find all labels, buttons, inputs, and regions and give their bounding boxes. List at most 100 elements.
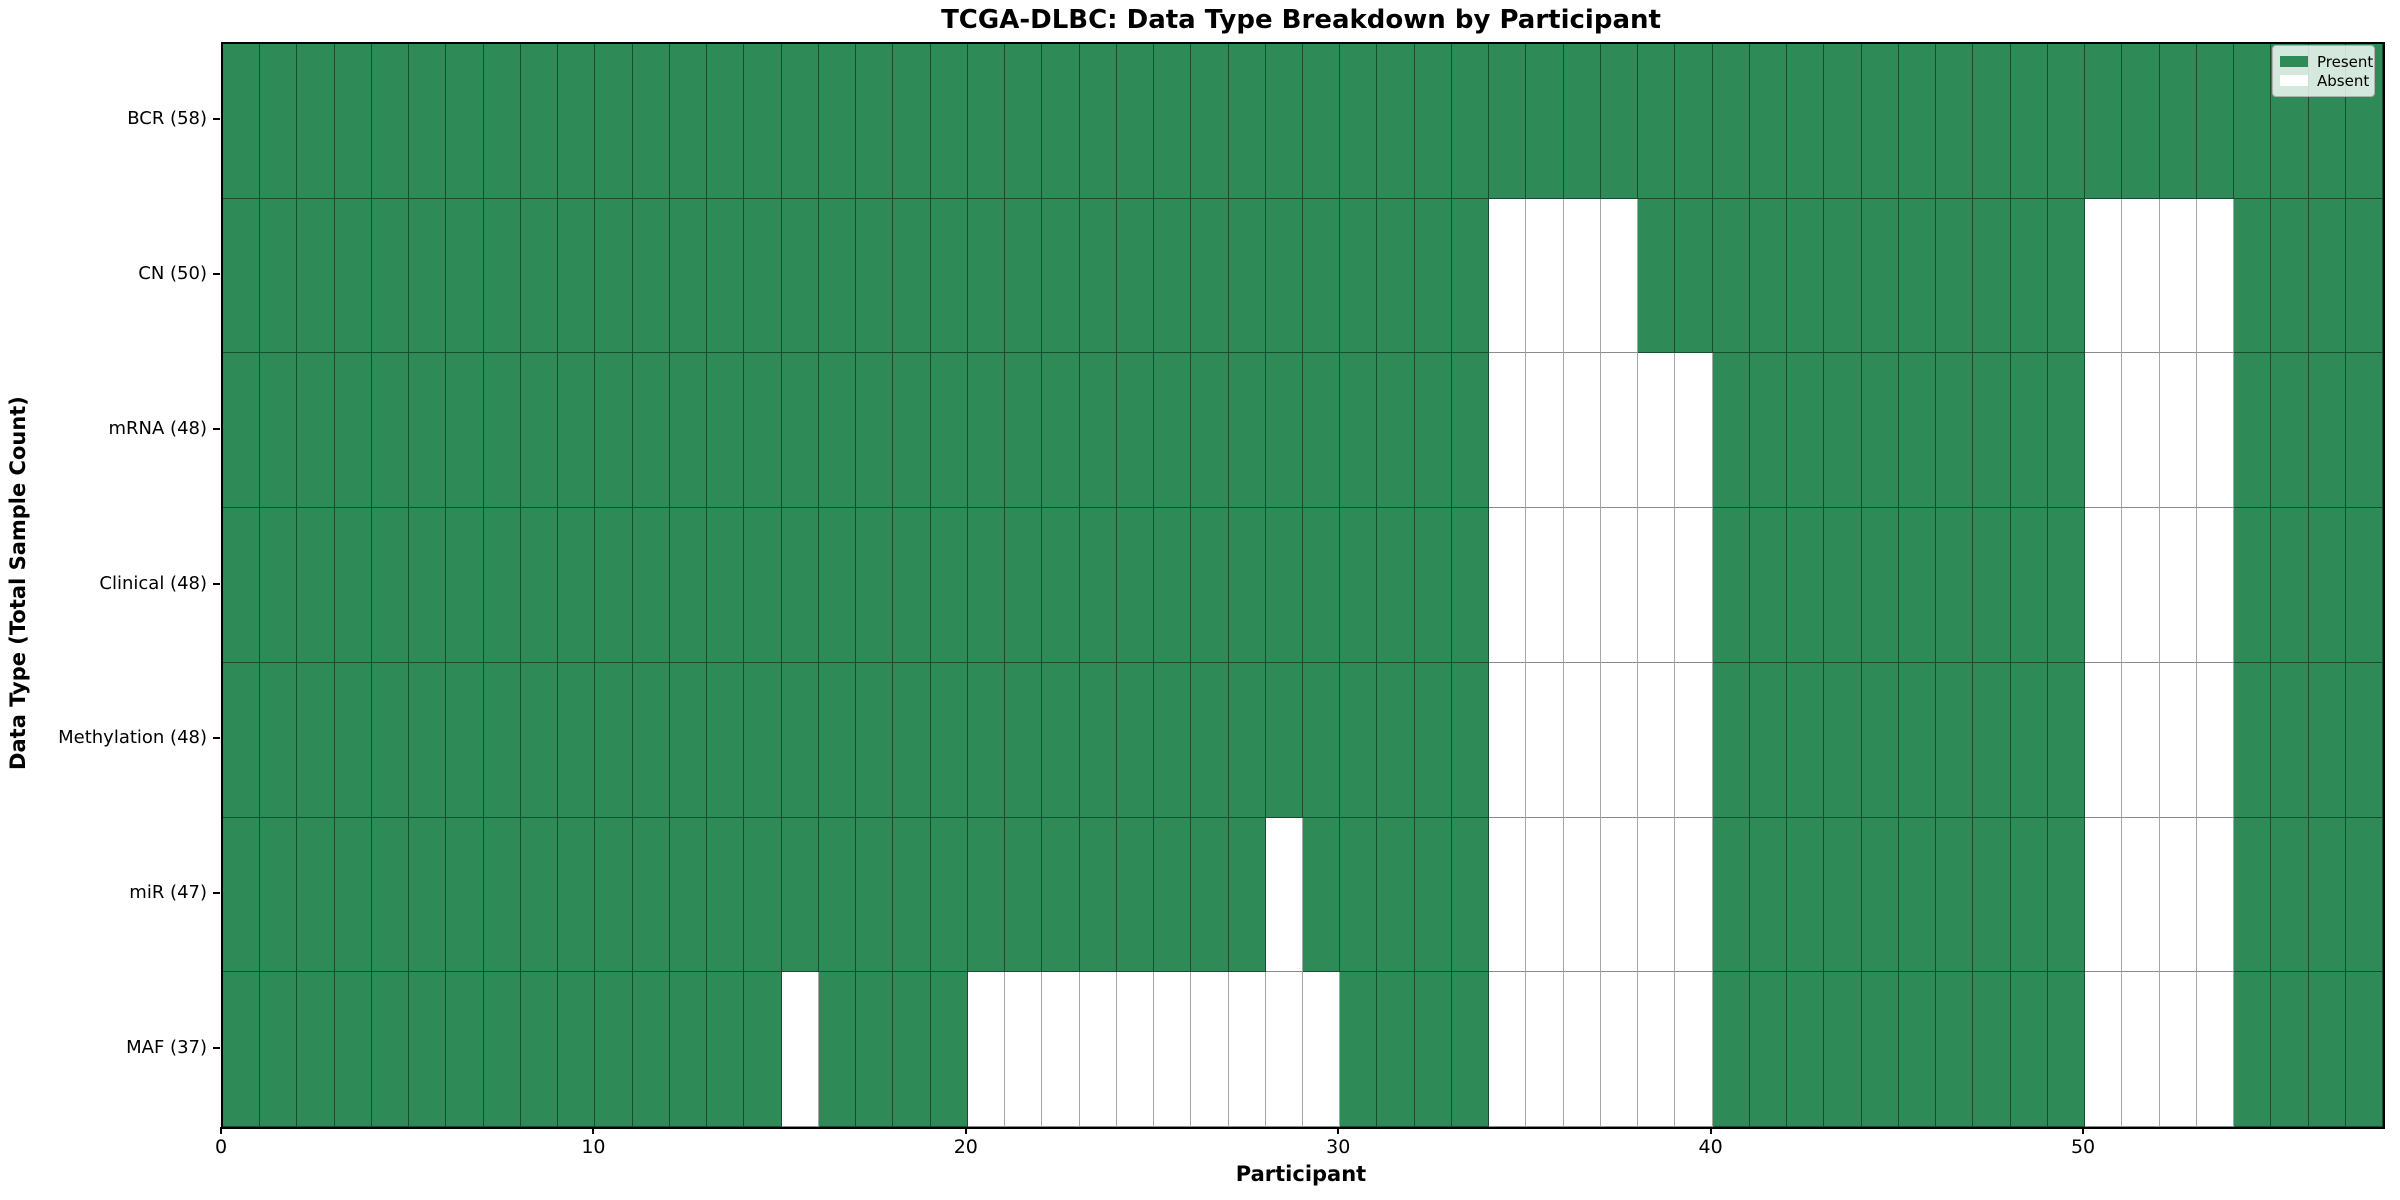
heatmap-cell bbox=[1191, 508, 1229, 663]
plot-area bbox=[221, 42, 2385, 1129]
heatmap-cell bbox=[1005, 353, 1043, 509]
heatmap-cell bbox=[707, 817, 745, 973]
heatmap-cell bbox=[1451, 662, 1490, 818]
heatmap-cell bbox=[781, 508, 819, 663]
heatmap-cell bbox=[2234, 817, 2272, 973]
heatmap-cell bbox=[1489, 972, 1527, 1127]
heatmap-cell bbox=[1675, 817, 1713, 973]
heatmap-cell bbox=[1898, 508, 1937, 663]
chart-title: TCGA-DLBC: Data Type Breakdown by Partic… bbox=[941, 5, 1661, 35]
heatmap-cell bbox=[2047, 44, 2086, 199]
heatmap-cell bbox=[2159, 662, 2197, 818]
heatmap-cell bbox=[2047, 508, 2086, 663]
x-tick-mark bbox=[220, 1127, 222, 1134]
heatmap-cell bbox=[1005, 44, 1043, 199]
heatmap-cell bbox=[297, 662, 335, 818]
heatmap-cell bbox=[334, 353, 372, 509]
y-tick-label: MAF (37) bbox=[126, 1036, 207, 1058]
heatmap-cell bbox=[1116, 508, 1155, 663]
heatmap-cell bbox=[297, 353, 335, 509]
heatmap-cell bbox=[520, 44, 559, 199]
heatmap-cell bbox=[744, 353, 782, 509]
heatmap-cell bbox=[1377, 353, 1415, 509]
heatmap-cell bbox=[558, 198, 596, 354]
heatmap-cell bbox=[1265, 44, 1303, 199]
heatmap-cell bbox=[371, 508, 410, 663]
heatmap-cell bbox=[1898, 662, 1937, 818]
heatmap-cell bbox=[1749, 198, 1788, 354]
heatmap-cell bbox=[1675, 662, 1713, 818]
heatmap-cell bbox=[520, 508, 559, 663]
heatmap-cell bbox=[371, 44, 410, 199]
heatmap-cell bbox=[520, 353, 559, 509]
heatmap-cell bbox=[1265, 353, 1303, 509]
heatmap-cell bbox=[2345, 353, 2383, 509]
heatmap-cell bbox=[1526, 508, 1564, 663]
heatmap-cell bbox=[1079, 662, 1117, 818]
heatmap-cell bbox=[1191, 662, 1229, 818]
heatmap-cell bbox=[1228, 662, 1266, 818]
heatmap-cell bbox=[1116, 972, 1155, 1127]
heatmap-cell bbox=[930, 353, 968, 509]
heatmap-cell bbox=[2308, 198, 2346, 354]
heatmap-cell bbox=[1936, 353, 1974, 509]
legend: Present Absent bbox=[2272, 45, 2375, 97]
heatmap-cell bbox=[1265, 508, 1303, 663]
heatmap-cell bbox=[1451, 198, 1490, 354]
heatmap-cell bbox=[1079, 353, 1117, 509]
heatmap-cell bbox=[1526, 353, 1564, 509]
heatmap-cell bbox=[223, 662, 261, 818]
heatmap-cell bbox=[1675, 972, 1713, 1127]
heatmap-cell bbox=[1787, 198, 1825, 354]
heatmap-cell bbox=[2085, 662, 2123, 818]
y-tick-mark bbox=[213, 1046, 220, 1049]
heatmap-cell bbox=[1936, 508, 1974, 663]
heatmap-cell bbox=[2010, 972, 2048, 1127]
heatmap-cell bbox=[2159, 44, 2197, 199]
heatmap-cell bbox=[1489, 44, 1527, 199]
heatmap-cell bbox=[1712, 972, 1750, 1127]
heatmap-cell bbox=[1526, 198, 1564, 354]
heatmap-cell bbox=[1340, 353, 1378, 509]
heatmap-cell bbox=[1451, 44, 1490, 199]
heatmap-cell bbox=[334, 972, 372, 1127]
heatmap-cell bbox=[1042, 972, 1080, 1127]
heatmap-cell bbox=[632, 972, 670, 1127]
heatmap-cell bbox=[930, 508, 968, 663]
heatmap-cell bbox=[409, 508, 447, 663]
heatmap-cell bbox=[446, 44, 484, 199]
heatmap-cell bbox=[371, 817, 410, 973]
heatmap-cell bbox=[669, 972, 708, 1127]
heatmap-cell bbox=[930, 44, 968, 199]
y-tick-label: Methylation (48) bbox=[58, 727, 207, 749]
heatmap-cell bbox=[483, 44, 521, 199]
x-tick-mark bbox=[2082, 1127, 2085, 1134]
heatmap-cell bbox=[334, 198, 372, 354]
heatmap-cell bbox=[483, 508, 521, 663]
heatmap-cell bbox=[409, 353, 447, 509]
heatmap-cell bbox=[930, 972, 968, 1127]
heatmap-cell bbox=[1861, 508, 1899, 663]
heatmap-cell bbox=[558, 817, 596, 973]
heatmap-cell bbox=[595, 508, 633, 663]
heatmap-cell bbox=[260, 972, 298, 1127]
heatmap-cell bbox=[1489, 662, 1527, 818]
heatmap-cell bbox=[558, 662, 596, 818]
heatmap-cell bbox=[1973, 198, 2011, 354]
heatmap-cell bbox=[744, 662, 782, 818]
heatmap-cell bbox=[1377, 972, 1415, 1127]
heatmap-cell bbox=[2085, 508, 2123, 663]
heatmap-cell bbox=[856, 353, 894, 509]
heatmap-cell bbox=[1154, 508, 1192, 663]
heatmap-cell bbox=[1079, 198, 1117, 354]
heatmap-cell bbox=[558, 353, 596, 509]
heatmap-cell bbox=[781, 353, 819, 509]
heatmap-cell bbox=[2047, 972, 2086, 1127]
heatmap-cell bbox=[893, 972, 931, 1127]
heatmap-cell bbox=[632, 353, 670, 509]
heatmap-cell bbox=[1712, 44, 1750, 199]
heatmap-cell bbox=[1042, 198, 1080, 354]
heatmap-cell bbox=[1749, 44, 1788, 199]
heatmap-cell bbox=[260, 662, 298, 818]
heatmap-cell bbox=[632, 44, 670, 199]
